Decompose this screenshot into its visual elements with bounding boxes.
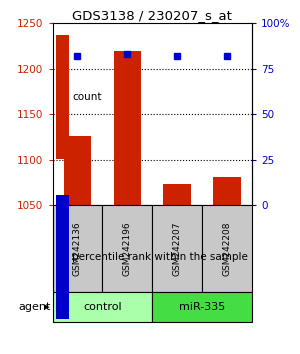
Text: count: count	[72, 92, 101, 102]
Text: miR-335: miR-335	[179, 302, 225, 312]
Bar	[56, 35, 69, 159]
Bar	[152, 205, 202, 292]
Bar	[52, 292, 152, 322]
Text: GSM242208: GSM242208	[223, 222, 232, 276]
Text: control: control	[83, 302, 122, 312]
Bar	[164, 184, 191, 205]
Text: percentile rank within the sample: percentile rank within the sample	[72, 252, 248, 262]
Bar	[114, 51, 141, 205]
Bar	[64, 136, 91, 205]
Bar	[52, 205, 102, 292]
Bar	[152, 292, 252, 322]
Bar	[56, 195, 69, 319]
Bar	[202, 205, 252, 292]
Text: agent: agent	[18, 302, 50, 312]
Title: GDS3138 / 230207_s_at: GDS3138 / 230207_s_at	[72, 9, 232, 22]
Text: GSM242136: GSM242136	[73, 221, 82, 276]
Text: GSM242207: GSM242207	[173, 222, 182, 276]
Text: GSM242196: GSM242196	[123, 221, 132, 276]
Bar	[102, 205, 152, 292]
Bar	[213, 177, 241, 205]
